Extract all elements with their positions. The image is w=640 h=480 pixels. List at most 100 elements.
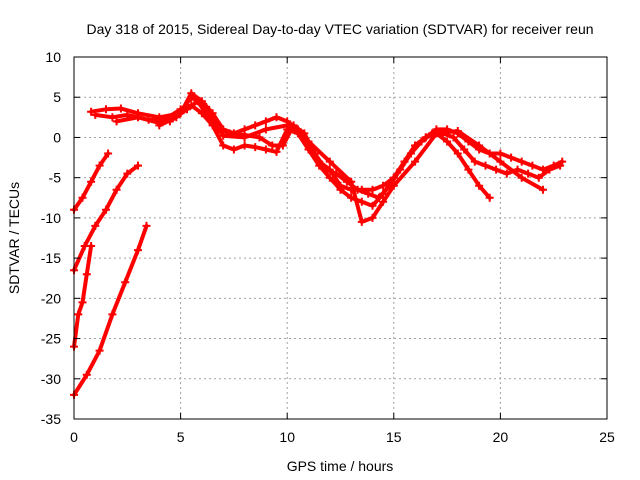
data-point — [524, 169, 533, 178]
data-point — [496, 157, 505, 166]
y-tick-label: -35 — [41, 411, 61, 427]
data-point — [556, 161, 565, 170]
data-point — [411, 157, 420, 166]
data-point — [102, 205, 110, 214]
data-point — [104, 149, 113, 158]
data-point — [443, 137, 452, 146]
data-point — [336, 185, 345, 194]
data-point — [485, 193, 494, 202]
data-point — [534, 173, 543, 182]
data-point — [240, 141, 249, 150]
data-point — [325, 157, 334, 166]
data-point — [315, 161, 324, 170]
data-point — [87, 107, 96, 116]
data-series — [70, 89, 567, 399]
data-point — [219, 131, 228, 140]
data-point — [268, 141, 277, 150]
data-point — [255, 133, 264, 142]
data-point — [172, 113, 181, 122]
data-point — [332, 169, 341, 178]
data-point — [82, 270, 91, 279]
y-tick-label: -10 — [41, 210, 61, 226]
data-point — [528, 161, 537, 170]
data-point — [492, 165, 501, 174]
data-point — [134, 113, 142, 122]
data-point — [389, 173, 398, 182]
data-point — [91, 221, 100, 230]
data-point — [304, 137, 313, 146]
data-point — [261, 117, 270, 126]
data-point — [475, 141, 484, 150]
data-point — [134, 161, 142, 170]
data-point — [347, 177, 356, 186]
data-point — [368, 201, 377, 210]
data-point — [74, 310, 83, 319]
axis-ticks: 0 5 10 15 20 25 10 5 0 -5 -10 -15 -20 -25 -30 -35 — [41, 49, 615, 445]
data-point — [368, 213, 377, 222]
data-point — [364, 189, 373, 198]
x-tick-label: 10 — [279, 429, 295, 445]
data-point — [87, 242, 96, 250]
data-point — [87, 177, 96, 186]
data-point — [91, 110, 100, 119]
data-point — [545, 165, 554, 174]
data-point — [123, 169, 132, 178]
data-point — [507, 153, 516, 162]
data-point — [539, 185, 547, 194]
data-point — [496, 149, 505, 158]
y-tick-label: -25 — [41, 331, 61, 347]
data-point — [517, 157, 526, 166]
series-line-main-track-d — [157, 95, 545, 224]
data-point — [389, 181, 398, 190]
data-point — [108, 310, 117, 319]
y-tick-label: 10 — [45, 49, 61, 65]
y-axis-label: SDTVAR / TECUs — [6, 182, 22, 294]
data-point — [229, 145, 238, 154]
data-point — [261, 125, 270, 134]
data-point — [261, 145, 270, 154]
x-tick-label: 5 — [177, 429, 185, 445]
data-point — [357, 197, 366, 206]
data-point — [368, 185, 377, 194]
data-point — [240, 133, 249, 142]
y-tick-label: 0 — [53, 129, 61, 145]
x-tick-label: 15 — [386, 429, 402, 445]
data-point — [325, 173, 334, 182]
data-point — [421, 133, 430, 142]
data-point — [475, 181, 484, 190]
data-point — [517, 173, 526, 182]
data-point — [400, 157, 409, 166]
data-point — [121, 278, 130, 287]
data-point — [251, 143, 260, 152]
data-point — [187, 93, 196, 102]
data-point — [197, 109, 206, 118]
data-point — [481, 161, 490, 170]
x-axis-label: GPS time / hours — [287, 458, 394, 474]
data-point — [470, 157, 479, 166]
data-point — [272, 147, 281, 156]
data-point — [379, 197, 388, 206]
data-point — [116, 104, 125, 113]
data-point — [155, 121, 164, 130]
data-point — [78, 298, 87, 307]
data-point — [464, 165, 473, 174]
data-point — [108, 113, 117, 122]
data-point — [449, 133, 458, 142]
data-point — [502, 169, 511, 178]
x-tick-label: 20 — [493, 429, 509, 445]
x-tick-label: 0 — [70, 429, 78, 445]
chart-title: Day 318 of 2015, Sidereal Day-to-day VTE… — [86, 21, 593, 37]
data-point — [251, 121, 260, 130]
data-point — [357, 217, 366, 226]
data-point — [272, 113, 281, 122]
data-point — [453, 149, 462, 158]
data-point — [379, 189, 388, 198]
data-point — [112, 185, 121, 194]
data-point — [102, 105, 110, 114]
data-point — [202, 102, 211, 111]
data-point — [411, 141, 420, 150]
x-tick-label: 25 — [599, 429, 615, 445]
y-tick-label: -15 — [41, 250, 61, 266]
data-point — [78, 193, 87, 202]
